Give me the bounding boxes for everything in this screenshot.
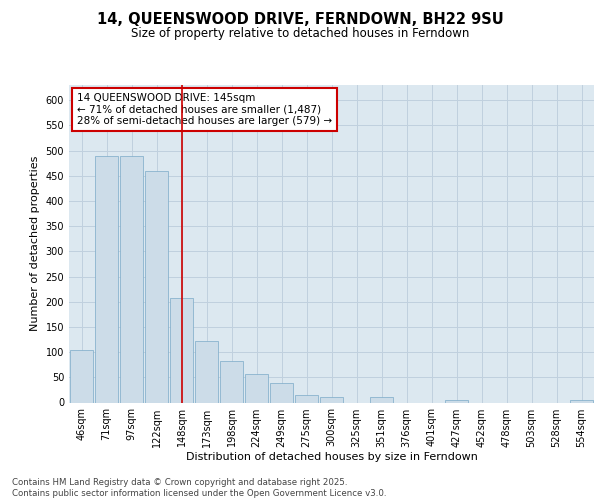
Text: 14, QUEENSWOOD DRIVE, FERNDOWN, BH22 9SU: 14, QUEENSWOOD DRIVE, FERNDOWN, BH22 9SU — [97, 12, 503, 28]
Bar — [320, 397, 343, 402]
Bar — [70, 350, 93, 403]
Bar — [445, 400, 468, 402]
Bar — [145, 170, 168, 402]
Bar — [120, 156, 143, 402]
Text: Contains HM Land Registry data © Crown copyright and database right 2025.
Contai: Contains HM Land Registry data © Crown c… — [12, 478, 386, 498]
Bar — [570, 400, 593, 402]
Y-axis label: Number of detached properties: Number of detached properties — [30, 156, 40, 332]
Bar — [270, 384, 293, 402]
Bar — [245, 374, 268, 402]
Text: 14 QUEENSWOOD DRIVE: 145sqm
← 71% of detached houses are smaller (1,487)
28% of : 14 QUEENSWOOD DRIVE: 145sqm ← 71% of det… — [77, 93, 332, 126]
Text: Size of property relative to detached houses in Ferndown: Size of property relative to detached ho… — [131, 28, 469, 40]
Bar — [370, 397, 393, 402]
Bar — [220, 361, 243, 403]
Bar — [195, 341, 218, 402]
Bar — [95, 156, 118, 402]
Bar — [295, 395, 318, 402]
Bar — [170, 298, 193, 403]
X-axis label: Distribution of detached houses by size in Ferndown: Distribution of detached houses by size … — [185, 452, 478, 462]
